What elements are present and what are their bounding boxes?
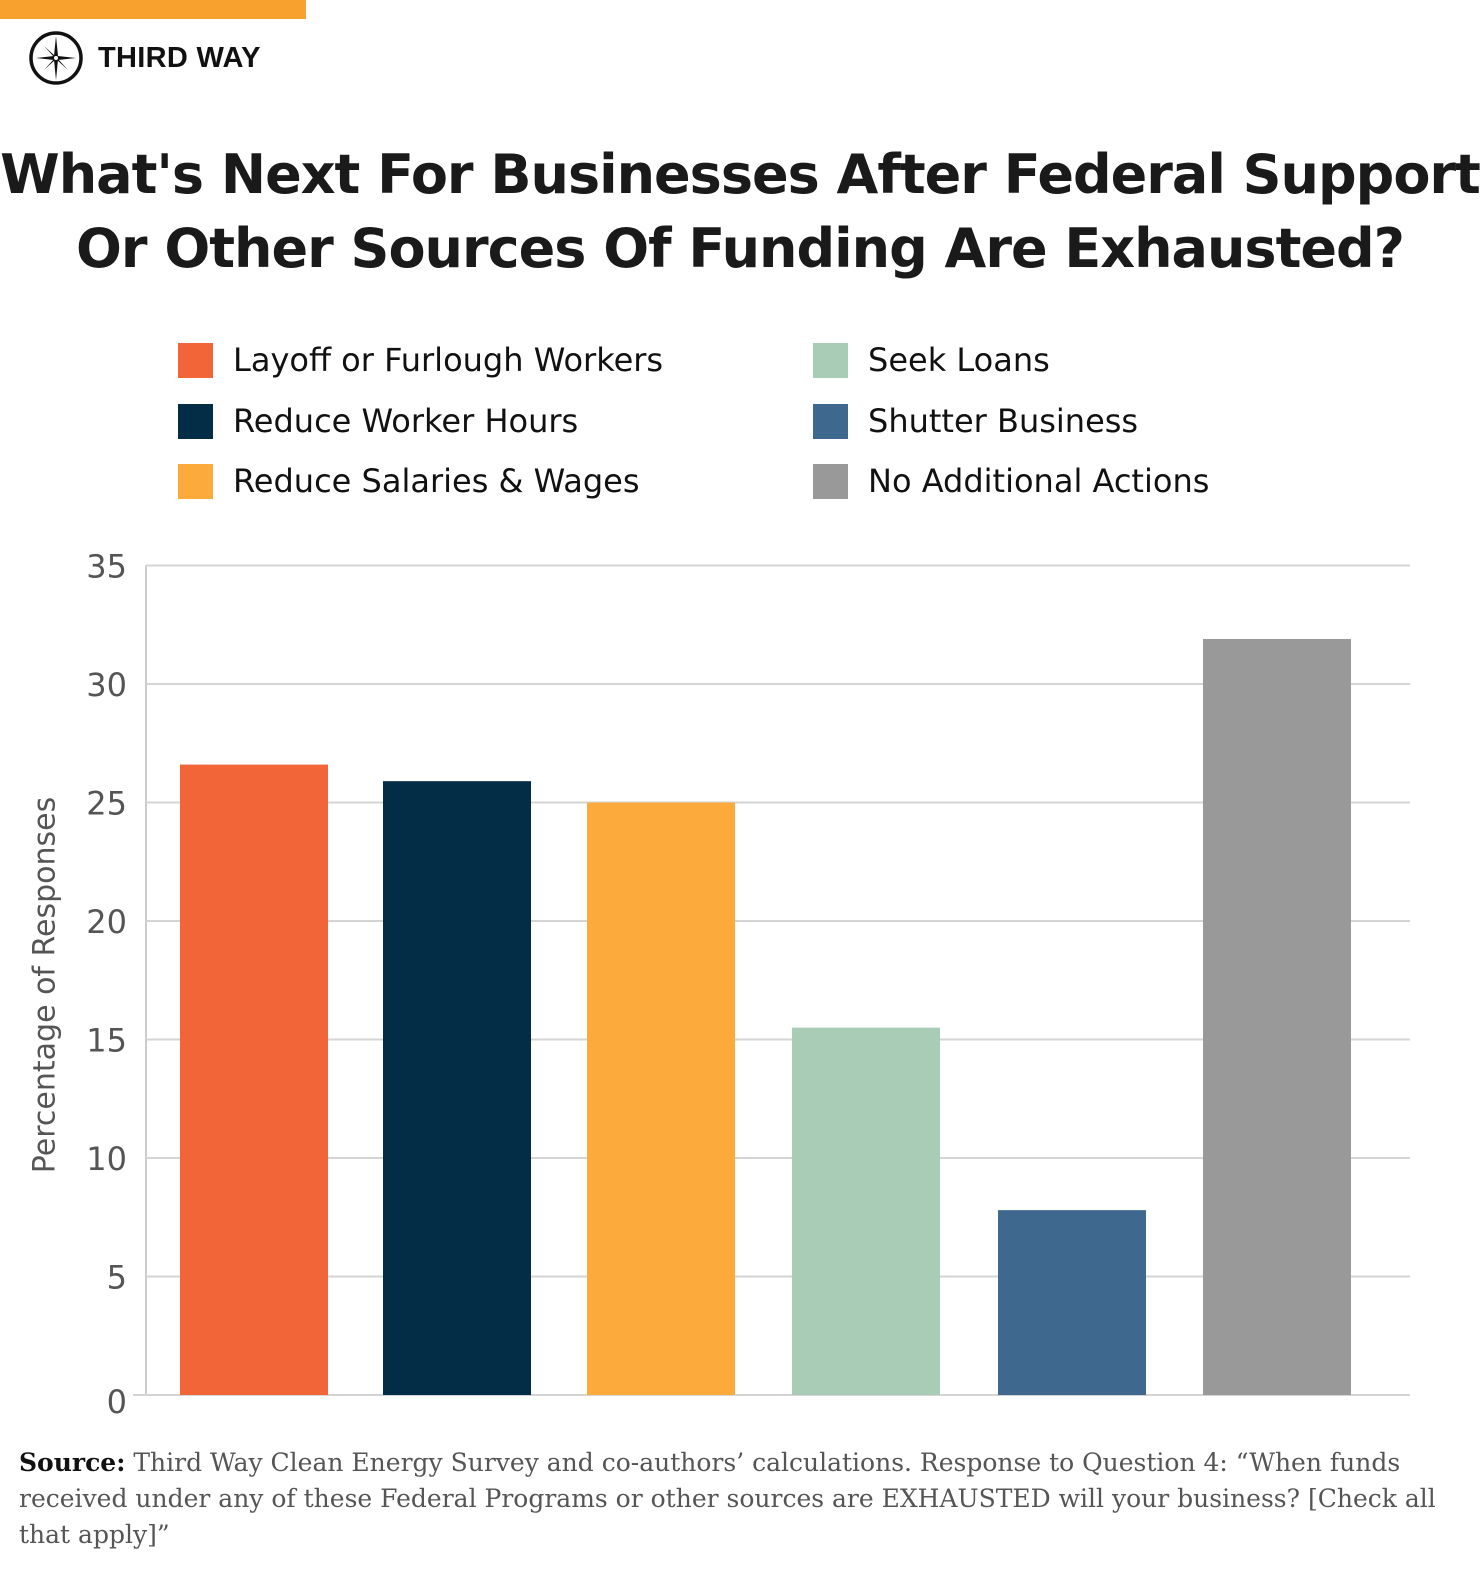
title-line-2: Or Other Sources Of Funding Are Exhauste… [76, 217, 1405, 280]
legend-label: Reduce Salaries & Wages [233, 462, 640, 500]
compass-star-icon [29, 31, 83, 85]
source-note: Source: Third Way Clean Energy Survey an… [19, 1445, 1469, 1553]
source-text: Third Way Clean Energy Survey and co-aut… [19, 1448, 1436, 1549]
legend-swatch [813, 403, 848, 439]
y-tick-label: 5 [107, 1259, 127, 1297]
bars [180, 638, 1351, 1395]
y-axis-label: Percentage of Responses [27, 796, 63, 1174]
legend-swatch [813, 463, 848, 499]
gridlines [133, 564, 1410, 1396]
y-tick-label: 10 [86, 1140, 127, 1178]
bar-no-additional-actions [1203, 638, 1351, 1395]
chart-title: What's Next For Businesses After Federal… [0, 138, 1480, 286]
accent-bar [0, 0, 306, 19]
y-axis-ticks: 0 5 10 15 20 25 30 35 [86, 548, 127, 1422]
bar-shutter-business [998, 1210, 1146, 1395]
legend-item-layoff: Layoff or Furlough Workers [178, 340, 663, 380]
chart-legend: Layoff or Furlough Workers Reduce Worker… [0, 340, 1480, 510]
legend-label: No Additional Actions [868, 462, 1210, 500]
brand-logo: THIRD WAY [28, 30, 261, 86]
legend-item-reduce-hours: Reduce Worker Hours [178, 401, 578, 441]
legend-label: Layoff or Furlough Workers [233, 341, 664, 379]
source-label: Source: [19, 1448, 126, 1477]
legend-item-seek-loans: Seek Loans [813, 340, 1050, 380]
legend-swatch [178, 463, 213, 499]
bar-reduce-worker-hours [383, 781, 531, 1395]
legend-label: Seek Loans [868, 341, 1050, 379]
y-tick-label: 20 [86, 903, 127, 941]
y-tick-label: 35 [86, 548, 127, 586]
y-tick-label: 15 [86, 1022, 127, 1060]
legend-item-shutter: Shutter Business [813, 401, 1138, 441]
title-line-1: What's Next For Businesses After Federal… [0, 143, 1480, 206]
bar-reduce-salaries-wages [587, 802, 735, 1395]
legend-label: Reduce Worker Hours [233, 402, 579, 440]
legend-swatch [813, 342, 848, 378]
y-tick-label: 30 [86, 666, 127, 704]
bar-chart: 0 5 10 15 20 25 30 35 [86, 548, 1410, 1422]
bar-seek-loans [792, 1027, 940, 1395]
legend-item-no-action: No Additional Actions [813, 461, 1209, 501]
y-tick-label: 0 [107, 1383, 127, 1421]
legend-swatch [178, 403, 213, 439]
legend-label: Shutter Business [868, 402, 1139, 440]
y-tick-label: 25 [86, 785, 127, 823]
bar-layoff-or-furlough-workers [180, 764, 328, 1395]
legend-item-reduce-salaries: Reduce Salaries & Wages [178, 461, 640, 501]
legend-swatch [178, 342, 213, 378]
brand-name: THIRD WAY [98, 41, 261, 74]
